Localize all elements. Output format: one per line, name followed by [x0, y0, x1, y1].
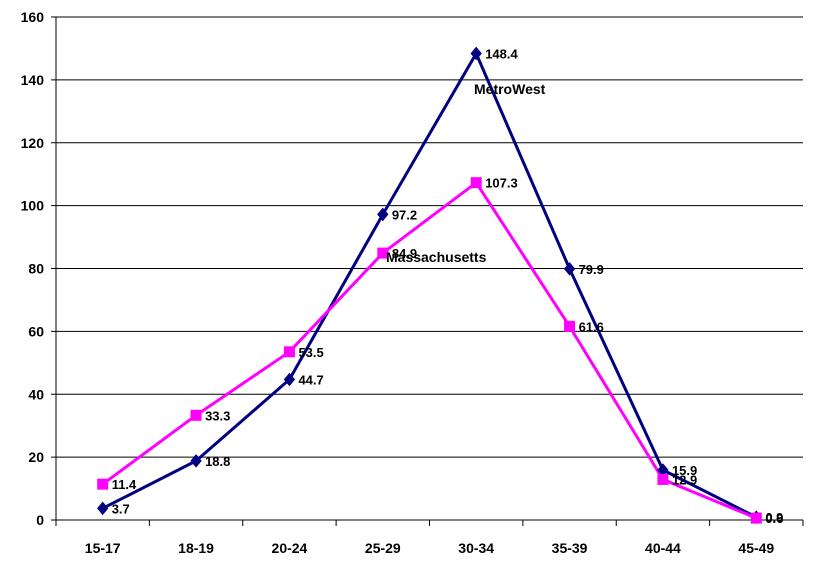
x-tick-label-20-24: 20-24 — [272, 540, 308, 556]
x-tick-label-18-19: 18-19 — [178, 540, 214, 556]
data-label-MetroWest-40-44: 15.9 — [672, 463, 697, 478]
x-tick-label-25-29: 25-29 — [365, 540, 401, 556]
data-label-MetroWest-35-39: 79.9 — [579, 262, 604, 277]
y-tick-label-0: 0 — [36, 512, 44, 528]
y-tick-label-160: 160 — [21, 9, 45, 25]
series-name-label-massachusetts: Massachusetts — [386, 249, 487, 265]
series-name-label-metrowest: MetroWest — [474, 81, 546, 97]
y-tick-label-80: 80 — [28, 261, 44, 277]
data-label-Massachusetts-18-19: 33.3 — [205, 408, 230, 423]
data-label-MetroWest-45-49: 0.9 — [765, 510, 783, 525]
data-label-MetroWest-25-29: 97.2 — [392, 207, 417, 222]
x-tick-label-35-39: 35-39 — [552, 540, 588, 556]
x-tick-label-45-49: 45-49 — [738, 540, 774, 556]
point-Massachusetts-20-24 — [283, 346, 295, 358]
point-Massachusetts-40-44 — [657, 473, 669, 485]
data-label-Massachusetts-25-29: 84.9 — [392, 246, 417, 261]
point-Massachusetts-15-17 — [97, 478, 109, 490]
point-Massachusetts-30-34 — [470, 177, 482, 189]
data-label-Massachusetts-45-49: 0.6 — [765, 511, 783, 526]
point-Massachusetts-18-19 — [190, 409, 202, 421]
series — [97, 46, 762, 524]
data-label-MetroWest-30-34: 148.4 — [485, 46, 518, 61]
point-MetroWest-35-39 — [563, 262, 576, 276]
x-tick-label-40-44: 40-44 — [645, 540, 681, 556]
gridlines — [56, 16, 803, 458]
point-Massachusetts-45-49 — [750, 512, 762, 524]
data-label-Massachusetts-30-34: 107.3 — [485, 176, 518, 191]
point-MetroWest-15-17 — [97, 501, 109, 516]
y-tick-label-60: 60 — [28, 323, 44, 339]
point-MetroWest-25-29 — [377, 207, 389, 222]
point-MetroWest-20-24 — [283, 372, 296, 387]
x-tick-label-15-17: 15-17 — [85, 540, 121, 556]
y-tick-label-20: 20 — [28, 449, 44, 465]
data-label-Massachusetts-15-17: 11.4 — [112, 477, 137, 492]
y-tick-label-100: 100 — [21, 198, 45, 214]
axes: 0 20 40 60 80 100 120 140 160 15-17 18-19 20-24 25-2… — [21, 9, 804, 556]
x-tick-label-30-34: 30-34 — [458, 540, 494, 556]
data-label-MetroWest-15-17: 3.7 — [112, 501, 130, 516]
point-MetroWest-30-34 — [470, 46, 482, 61]
y-tick-label-140: 140 — [21, 72, 45, 88]
data-label-Massachusetts-20-24: 53.5 — [298, 345, 323, 360]
data-labels: 3.7 18.8 44.7 97.2 148.4 79.9 15.9 0.9 11.4 33.3 5… — [112, 46, 784, 526]
point-MetroWest-18-19 — [190, 454, 202, 468]
data-label-MetroWest-18-19: 18.8 — [205, 454, 230, 469]
y-tick-label-40: 40 — [28, 386, 44, 402]
data-label-MetroWest-20-24: 44.7 — [298, 372, 323, 387]
point-Massachusetts-25-29 — [377, 247, 389, 259]
series-line-Massachusetts — [101, 181, 757, 520]
data-label-Massachusetts-40-44: 12.9 — [672, 472, 697, 487]
y-tick-label-120: 120 — [21, 135, 45, 151]
point-Massachusetts-35-39 — [564, 320, 576, 332]
series-line-MetroWest — [102, 51, 757, 519]
data-label-Massachusetts-35-39: 61.6 — [579, 319, 604, 334]
